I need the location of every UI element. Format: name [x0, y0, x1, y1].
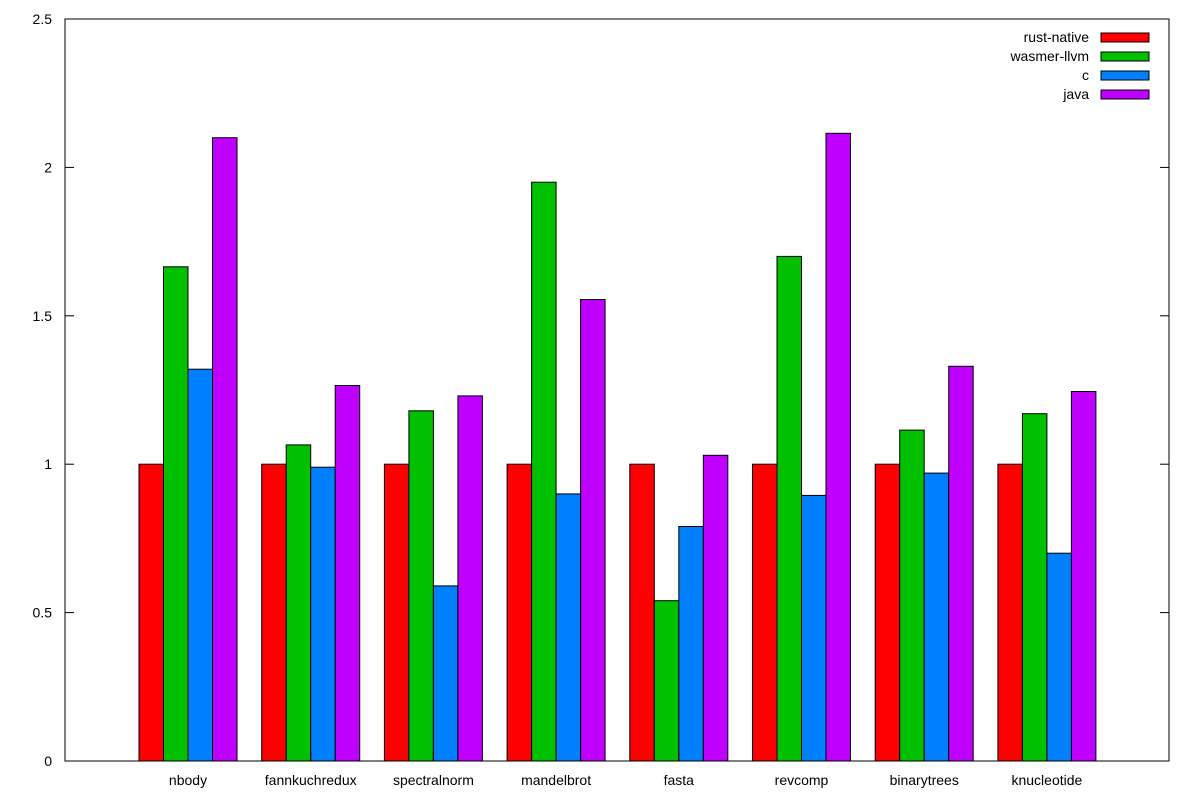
y-axis: 0 0.5 1 1.5 2 2.5 — [33, 11, 1169, 769]
legend: rust-native wasmer-llvm c java — [1009, 29, 1150, 102]
bar-rust-native-fannkuchredux — [261, 463, 287, 762]
x-tick-label: mandelbrot — [521, 772, 591, 788]
bar-c-nbody — [187, 368, 213, 762]
x-tick-label: knucleotide — [1011, 772, 1082, 788]
legend-label: java — [1062, 86, 1089, 102]
bar-java-fannkuchredux — [334, 385, 361, 762]
legend-swatch — [1100, 89, 1150, 100]
bar-wasmer-llvm-knucleotide — [1021, 413, 1048, 762]
bar-c-revcomp — [801, 494, 827, 762]
bar-wasmer-llvm-nbody — [163, 266, 189, 762]
x-tick-label: revcomp — [775, 772, 829, 788]
bar-c-spectralnorm — [432, 585, 459, 762]
legend-label: rust-native — [1024, 29, 1090, 45]
bar-java-fasta — [702, 454, 729, 762]
plot-frame — [64, 18, 1170, 762]
bar-rust-native-fasta — [629, 463, 655, 762]
bar-java-revcomp — [825, 132, 851, 762]
bar-java-spectralnorm — [457, 395, 483, 762]
bar-c-mandelbrot — [555, 493, 582, 762]
bar-wasmer-llvm-mandelbrot — [531, 181, 557, 762]
bar-c-fannkuchredux — [310, 466, 336, 762]
bar-java-binarytrees — [948, 365, 974, 762]
y-tick-label: 1 — [44, 456, 52, 472]
x-tick-label: fannkuchredux — [265, 772, 357, 788]
y-tick-label: 0.5 — [33, 605, 53, 621]
bar-java-nbody — [212, 137, 238, 762]
bar-wasmer-llvm-fasta — [653, 600, 680, 762]
bar-c-knucleotide — [1046, 552, 1072, 762]
bar-java-mandelbrot — [580, 299, 606, 762]
bar-java-knucleotide — [1070, 391, 1097, 762]
x-tick-label: spectralnorm — [393, 772, 474, 788]
legend-label: wasmer-llvm — [1009, 48, 1089, 64]
bars-layer — [138, 132, 1097, 762]
bar-rust-native-binarytrees — [874, 463, 901, 762]
legend-swatch — [1100, 32, 1150, 43]
x-axis: nbody fannkuchredux spectralnorm mandelbrot… — [169, 752, 1083, 788]
bar-wasmer-llvm-spectralnorm — [408, 410, 434, 762]
x-tick-label: nbody — [169, 772, 207, 788]
bar-rust-native-nbody — [138, 463, 164, 762]
x-tick-label: fasta — [664, 772, 695, 788]
bar-rust-native-knucleotide — [997, 463, 1023, 762]
bar-wasmer-llvm-binarytrees — [899, 429, 925, 762]
bar-wasmer-llvm-revcomp — [776, 255, 802, 762]
bar-c-binarytrees — [923, 472, 950, 762]
bar-rust-native-spectralnorm — [383, 463, 410, 762]
bar-rust-native-revcomp — [752, 463, 778, 762]
bar-c-fasta — [678, 526, 704, 762]
y-tick-label: 1.5 — [33, 308, 53, 324]
y-tick-label: 2 — [44, 159, 52, 175]
bar-wasmer-llvm-fannkuchredux — [285, 444, 312, 762]
y-tick-label: 0 — [44, 753, 52, 769]
legend-swatch — [1100, 70, 1150, 81]
legend-swatch — [1100, 51, 1150, 62]
legend-label: c — [1082, 67, 1089, 83]
bar-rust-native-mandelbrot — [506, 463, 533, 762]
y-tick-label: 2.5 — [33, 11, 53, 27]
x-tick-label: binarytrees — [890, 772, 959, 788]
